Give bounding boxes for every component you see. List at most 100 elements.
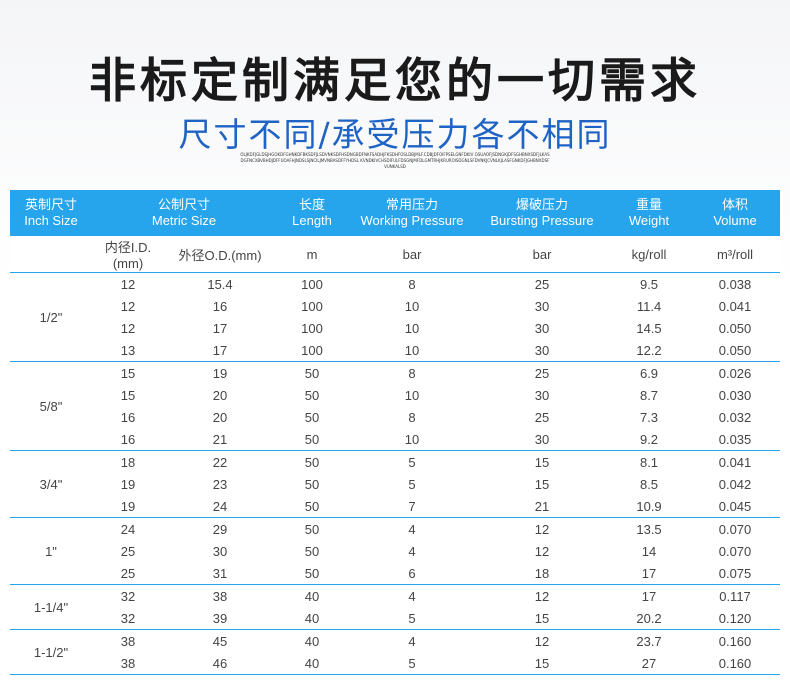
table-cell: 5 [408, 476, 416, 492]
table-row: 12 17 100 10 30 14.5 0.050 [10, 317, 780, 339]
table-cell: 8 [408, 409, 416, 425]
table-cell: 40 [276, 652, 349, 675]
table-cell: 5 [408, 454, 416, 470]
table-row: 19 23 50 5 15 8.5 0.042 [10, 473, 780, 495]
table-cell: 31 [164, 562, 277, 585]
table-cell: 8.5 [639, 476, 659, 492]
table-cell: 27 [608, 652, 691, 675]
table-cell: 9.2 [608, 428, 691, 451]
table-cell: 25 [534, 365, 550, 381]
table-cell: 19 [212, 365, 228, 381]
table-cell: 12 [120, 276, 136, 292]
table-row: 25 31 50 6 18 17 0.075 [10, 562, 781, 585]
table-row: 16 21 50 10 30 9.2 0.035 [10, 428, 781, 451]
table-cell: 24 [120, 521, 136, 537]
table-row: 5/8" 15 19 50 8 25 6.9 0.026 [10, 361, 780, 451]
table-cell: 0.038 [718, 276, 752, 292]
table-cell: 12 [534, 588, 550, 604]
table-cell: 100 [301, 320, 323, 336]
table-row: 1/2" 12 15.4 100 8 25 9.5 0.038 [10, 272, 780, 362]
table-cell: 7.3 [639, 409, 659, 425]
header-length: 长度 Length [276, 190, 349, 236]
inch-size-cell: 1" [10, 517, 92, 585]
table-cell: 6.9 [639, 365, 659, 381]
inch-size-cell: 1/2" [10, 272, 92, 362]
header-bursting-pressure: 爆破压力 Bursting Pressure [476, 190, 609, 236]
table-cell: 10.9 [608, 495, 691, 518]
table-cell: 4 [408, 521, 416, 537]
table-row: 13 17 100 10 30 12.2 0.050 [10, 339, 781, 362]
table-cell: 30 [476, 428, 609, 451]
table-cell: 39 [164, 607, 277, 630]
fine-print-text: OLJKDFJGLDSJHGOKDFGHNKDFBKSDFJLSDVNKSDFH… [240, 152, 550, 169]
table-cell: 4 [408, 588, 416, 604]
table-cell: 25 [534, 409, 550, 425]
table-row: 38 46 40 5 15 27 0.160 [10, 652, 781, 675]
table-cell: 4 [408, 543, 416, 559]
table-cell: 0.050 [690, 339, 781, 362]
table-cell: 0.026 [718, 365, 752, 381]
table-cell: 23.7 [636, 633, 662, 649]
table-cell: 0.041 [718, 454, 752, 470]
table-cell: 13.5 [636, 521, 662, 537]
header-volume: 体积 Volume [690, 190, 781, 236]
table-cell: 15 [534, 476, 550, 492]
table-row: 1" 24 29 50 4 12 13.5 0.070 [10, 517, 780, 585]
table-cell: 9.5 [639, 276, 659, 292]
table-cell: 12 [120, 320, 136, 336]
table-cell: 0.032 [718, 409, 752, 425]
table-cell: 15 [120, 365, 136, 381]
table-cell: 46 [164, 652, 277, 675]
table-cell: 30 [476, 339, 609, 362]
table-cell: 0.045 [690, 495, 781, 518]
inch-size-cell: 3/4" [10, 450, 92, 518]
header-weight: 重量 Weight [608, 190, 691, 236]
table-cell: 6 [348, 562, 477, 585]
table-cell: 11.4 [636, 298, 662, 314]
table-cell: 50 [304, 365, 320, 381]
table-row: 19 24 50 7 21 10.9 0.045 [10, 495, 781, 518]
unit-cell: 内径I.D.(mm) [92, 236, 164, 273]
table-cell: 16 [92, 428, 164, 451]
unit-cell: m [276, 236, 349, 273]
table-cell: 0.041 [718, 298, 752, 314]
table-row: 32 39 40 5 15 20.2 0.120 [10, 607, 781, 630]
unit-cell: 外径O.D.(mm) [164, 236, 277, 273]
table-cell: 14 [641, 543, 657, 559]
table-cell: 20 [212, 409, 228, 425]
unit-cell: m³/roll [690, 236, 781, 273]
table-cell: 20 [212, 387, 228, 403]
table-row: 16 20 50 8 25 7.3 0.032 [10, 406, 780, 428]
inch-size-cell: 5/8" [10, 361, 92, 451]
header-inch-size: 英制尺寸 Inch Size [10, 190, 92, 236]
table-cell: 0.160 [690, 652, 781, 675]
unit-cell: kg/roll [608, 236, 691, 273]
table-cell: 17 [608, 562, 691, 585]
table-cell: 22 [212, 454, 228, 470]
page-subtitle: 尺寸不同/承受压力各不相同 [178, 115, 612, 154]
table-cell: 15 [534, 454, 550, 470]
table-cell: 50 [276, 428, 349, 451]
table-cell: 12 [534, 543, 550, 559]
table-cell: 25 [120, 543, 136, 559]
table-cell: 13 [92, 339, 164, 362]
table-row: 25 30 50 4 12 14 0.070 [10, 540, 780, 562]
units-row: 内径I.D.(mm) 外径O.D.(mm) m bar bar kg/roll … [10, 236, 781, 273]
table-cell: 50 [304, 454, 320, 470]
table-cell: 12 [534, 521, 550, 537]
table-cell: 23 [212, 476, 228, 492]
table-cell: 30 [212, 543, 228, 559]
unit-cell: bar [348, 236, 477, 273]
table-cell: 29 [212, 521, 228, 537]
table-cell: 10 [404, 387, 420, 403]
table-cell: 14.5 [636, 320, 662, 336]
table-cell: 0.070 [718, 543, 752, 559]
table-cell: 15.4 [207, 276, 233, 292]
table-cell: 0.160 [718, 633, 752, 649]
table-cell: 100 [301, 276, 323, 292]
table-cell: 100 [276, 339, 349, 362]
table-cell: 38 [120, 633, 136, 649]
table-cell: 40 [304, 588, 320, 604]
table-cell: 20.2 [608, 607, 691, 630]
table-cell: 38 [92, 652, 164, 675]
